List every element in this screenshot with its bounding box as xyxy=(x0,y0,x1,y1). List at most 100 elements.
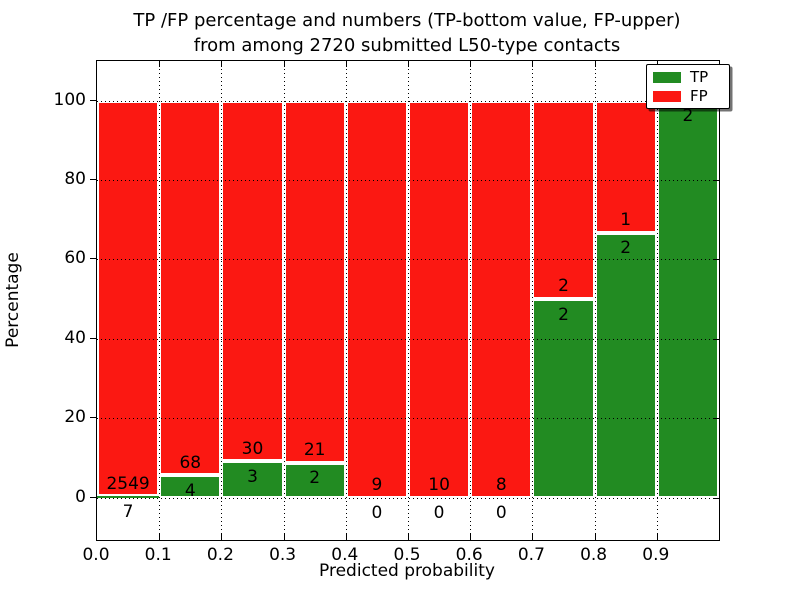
x-tick-label: 0.4 xyxy=(331,545,359,565)
x-tick-mark-top xyxy=(408,61,409,67)
bar-segment-fp xyxy=(408,100,471,498)
y-tick-label: 100 xyxy=(53,89,86,110)
y-tick-mark xyxy=(90,179,96,181)
x-tick-mark xyxy=(159,534,161,540)
bar-segment-fp xyxy=(159,100,222,476)
gridline-vertical xyxy=(283,61,285,540)
x-tick-label: 0.2 xyxy=(206,545,234,565)
fp-count-label: 8 xyxy=(495,474,507,495)
legend: TP FP xyxy=(646,64,730,109)
gridline-vertical xyxy=(221,61,223,540)
gridline-vertical xyxy=(656,61,658,540)
x-tick-mark xyxy=(408,534,409,540)
chart-title-line1: TP /FP percentage and numbers (TP-bottom… xyxy=(133,10,681,31)
x-tick-mark xyxy=(656,534,658,540)
fp-count-label: 21 xyxy=(303,440,326,461)
fp-count-label: 30 xyxy=(241,438,264,459)
chart-title: TP /FP percentage and numbers (TP-bottom… xyxy=(96,8,718,58)
y-tick-label: 80 xyxy=(64,169,86,190)
y-tick-mark xyxy=(90,99,96,101)
fp-count-label: 68 xyxy=(179,452,202,473)
legend-item: FP xyxy=(653,87,723,105)
bar-segment-fp xyxy=(283,100,346,463)
x-tick-mark-top xyxy=(594,61,596,67)
x-axis-label: Predicted probability xyxy=(319,561,495,581)
bar-segment-tp xyxy=(532,299,595,498)
y-tick-mark-right xyxy=(713,497,719,499)
gridline-vertical xyxy=(532,61,534,540)
tp-count-label: 2 xyxy=(558,304,569,325)
x-tick-mark-top xyxy=(159,61,161,67)
x-tick-label: 0.5 xyxy=(393,545,421,565)
tp-count-label: 0 xyxy=(495,503,507,523)
x-tick-mark-top xyxy=(470,61,472,67)
tp-count-label: 2 xyxy=(620,238,632,259)
y-tick-mark-right xyxy=(713,180,719,182)
x-tick-mark-top xyxy=(283,61,285,67)
x-tick-label: 0.6 xyxy=(455,545,483,565)
x-tick-mark-top xyxy=(532,61,534,67)
gridline-vertical xyxy=(159,61,161,540)
fp-count-label: 1 xyxy=(620,210,632,231)
bar-segment-tp xyxy=(159,475,222,498)
bar-segment-tp xyxy=(594,232,657,498)
x-tick-label: 0.1 xyxy=(144,545,172,565)
tp-swatch xyxy=(653,71,681,83)
bar-segment-fp xyxy=(532,100,595,300)
y-tick-mark xyxy=(90,337,96,339)
bar-segment-fp xyxy=(594,100,657,233)
fp-count-label: 2549 xyxy=(106,473,150,494)
gridline-vertical xyxy=(470,61,472,540)
fp-count-label: 10 xyxy=(428,474,450,495)
tp-count-label: 2 xyxy=(309,468,321,489)
tp-count-label: 7 xyxy=(122,501,134,522)
y-tick-mark-right xyxy=(713,338,719,340)
gridline-vertical xyxy=(408,61,409,540)
fp-count-label: 9 xyxy=(371,474,383,495)
legend-item-label: FP xyxy=(690,87,708,105)
bar-segment-tp xyxy=(656,100,719,498)
fp-count-label: 2 xyxy=(558,276,569,297)
y-tick-label: 60 xyxy=(64,248,86,269)
chart-title-line2: from among 2720 submitted L50-type conta… xyxy=(193,35,621,56)
x-tick-label: 0.0 xyxy=(82,545,110,565)
bar-segment-fp xyxy=(221,100,284,462)
x-tick-label: 0.9 xyxy=(642,545,670,565)
bar-segment-tp xyxy=(221,461,284,498)
y-tick-mark xyxy=(90,496,96,498)
y-tick-mark xyxy=(90,417,96,419)
tp-count-label: 0 xyxy=(433,503,445,523)
y-tick-mark-right xyxy=(713,418,719,420)
legend-item-label: TP xyxy=(690,68,709,86)
x-tick-mark-top xyxy=(345,61,347,67)
x-tick-mark-top xyxy=(221,61,223,67)
fp-swatch xyxy=(653,90,681,102)
x-tick-mark xyxy=(532,534,534,540)
bar-segment-tp xyxy=(283,463,346,498)
x-tick-label: 0.8 xyxy=(580,545,608,565)
gridline-vertical xyxy=(345,61,347,540)
bar-segment-tp xyxy=(97,496,160,498)
y-tick-label: 20 xyxy=(64,407,86,428)
x-tick-mark xyxy=(345,534,347,540)
legend-item: TP xyxy=(653,68,723,86)
x-tick-mark xyxy=(470,534,472,540)
tp-count-label: 2 xyxy=(682,106,694,127)
tp-count-label: 3 xyxy=(247,466,258,487)
bar-segment-fp xyxy=(97,100,160,497)
gridline-vertical xyxy=(594,61,596,540)
tp-count-label: 0 xyxy=(371,503,383,523)
tp-count-label: 4 xyxy=(184,480,196,501)
x-tick-label: 0.7 xyxy=(517,545,545,565)
y-tick-mark xyxy=(90,258,96,260)
y-tick-mark-right xyxy=(713,259,719,261)
y-tick-label: 40 xyxy=(64,327,86,348)
x-tick-mark xyxy=(221,534,223,540)
bar-segment-fp xyxy=(345,100,408,498)
plot-area: 7 2549 4 68 3 30 2 21 0 9 0 10 0 8 2 2 2 1 2 xyxy=(96,60,720,541)
x-tick-label: 0.3 xyxy=(269,545,297,565)
bar-segment-fp xyxy=(470,100,533,498)
y-tick-label: 0 xyxy=(75,486,86,507)
x-tick-mark xyxy=(594,534,596,540)
